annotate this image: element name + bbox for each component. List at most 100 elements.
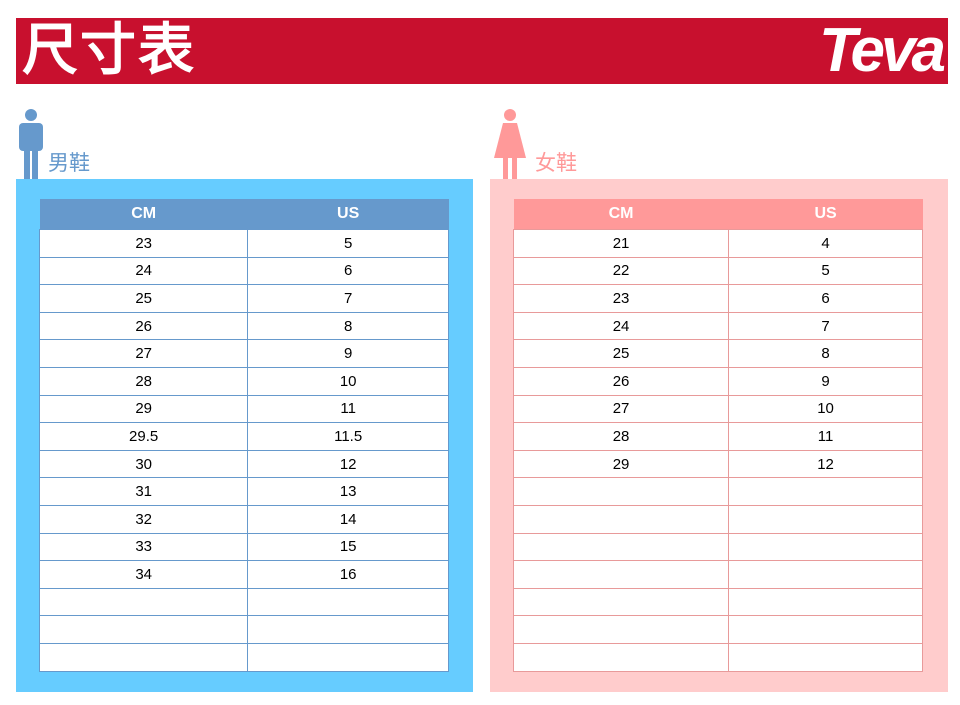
us-size-cell — [728, 532, 923, 562]
women-size-panel: CM US 21 4 22 5 23 6 24 7 25 8 26 9 27 10 28 11 29 12 — [490, 179, 948, 692]
cm-size-cell: 22 — [512, 256, 730, 286]
women-size-table: CM US 21 4 22 5 23 6 24 7 25 8 26 9 27 10 28 11 29 12 — [512, 199, 923, 672]
cm-size-cell — [512, 615, 730, 644]
table-row: 23 6 — [512, 284, 923, 313]
us-size-cell — [728, 587, 923, 617]
us-size-cell: 5 — [728, 256, 923, 286]
column-header-cm: CM — [39, 199, 248, 230]
us-size-cell — [247, 642, 449, 672]
column-header-us: US — [247, 199, 449, 230]
table-row — [512, 587, 923, 617]
table-row: 27 9 — [38, 339, 449, 368]
table-row — [38, 615, 449, 644]
cm-size-cell: 26 — [38, 311, 249, 341]
us-size-cell — [247, 587, 449, 617]
cm-size-cell: 29.5 — [38, 422, 249, 451]
us-size-cell — [728, 642, 923, 672]
table-row: 34 16 — [38, 560, 449, 589]
us-size-cell: 15 — [247, 532, 449, 562]
woman-icon — [494, 109, 526, 180]
men-size-table: CM US 23 5 24 6 25 7 26 8 27 9 28 10 29 11 29.5 11.5 30 12 3… — [38, 199, 449, 672]
us-size-cell: 9 — [247, 339, 449, 368]
table-row: 25 7 — [38, 284, 449, 313]
table-row: 27 10 — [512, 394, 923, 424]
cm-size-cell — [512, 642, 730, 672]
us-size-cell: 10 — [728, 394, 923, 424]
cm-size-cell: 26 — [512, 366, 730, 396]
table-row: 26 8 — [38, 311, 449, 341]
cm-size-cell: 28 — [38, 366, 249, 396]
cm-size-cell: 25 — [38, 284, 249, 313]
cm-size-cell: 29 — [38, 394, 249, 424]
us-size-cell: 11 — [728, 422, 923, 451]
cm-size-cell: 27 — [38, 339, 249, 368]
table-row: 31 13 — [38, 477, 449, 506]
table-row: 24 7 — [512, 311, 923, 341]
cm-size-cell: 32 — [38, 504, 249, 534]
cm-size-cell: 30 — [38, 449, 249, 479]
us-size-cell: 7 — [728, 311, 923, 341]
cm-size-cell: 21 — [512, 229, 730, 258]
table-row: 25 8 — [512, 339, 923, 368]
men-size-panel: CM US 23 5 24 6 25 7 26 8 27 9 28 10 29 11 29.5 11.5 30 12 3… — [16, 179, 473, 692]
us-size-cell: 6 — [728, 284, 923, 313]
table-row: 23 5 — [38, 229, 449, 258]
page-title: 尺寸表 — [22, 18, 196, 83]
cm-size-cell: 24 — [38, 256, 249, 286]
cm-size-cell — [512, 560, 730, 589]
column-header-cm: CM — [513, 199, 729, 230]
cm-size-cell: 23 — [38, 229, 249, 258]
us-size-cell: 5 — [247, 229, 449, 258]
table-row — [512, 477, 923, 506]
table-row: 32 14 — [38, 504, 449, 534]
us-size-cell — [728, 560, 923, 589]
cm-size-cell: 28 — [512, 422, 730, 451]
us-size-cell: 11.5 — [247, 422, 449, 451]
women-label: 女鞋 — [535, 151, 577, 175]
us-size-cell: 7 — [247, 284, 449, 313]
table-row — [512, 504, 923, 534]
table-row: 29.5 11.5 — [38, 422, 449, 451]
table-row — [38, 642, 449, 672]
column-header-us: US — [728, 199, 923, 230]
table-row: 28 10 — [38, 366, 449, 396]
us-size-cell: 8 — [247, 311, 449, 341]
table-row: 22 5 — [512, 256, 923, 286]
us-size-cell: 16 — [247, 560, 449, 589]
men-label: 男鞋 — [48, 151, 90, 175]
us-size-cell: 8 — [728, 339, 923, 368]
table-row: 29 11 — [38, 394, 449, 424]
cm-size-cell: 23 — [512, 284, 730, 313]
us-size-cell — [247, 615, 449, 644]
us-size-cell: 9 — [728, 366, 923, 396]
cm-size-cell: 34 — [38, 560, 249, 589]
us-size-cell — [728, 504, 923, 534]
us-size-cell: 11 — [247, 394, 449, 424]
us-size-cell: 12 — [728, 449, 923, 479]
table-row — [512, 615, 923, 644]
cm-size-cell — [512, 587, 730, 617]
table-row: 33 15 — [38, 532, 449, 562]
cm-size-cell: 31 — [38, 477, 249, 506]
cm-size-cell: 33 — [38, 532, 249, 562]
cm-size-cell — [512, 504, 730, 534]
cm-size-cell: 27 — [512, 394, 730, 424]
us-size-cell — [728, 477, 923, 506]
cm-size-cell — [38, 615, 249, 644]
table-row — [512, 532, 923, 562]
table-row — [38, 587, 449, 617]
cm-size-cell: 24 — [512, 311, 730, 341]
cm-size-cell — [38, 642, 249, 672]
header-row: CM US — [39, 199, 449, 230]
cm-size-cell — [512, 532, 730, 562]
cm-size-cell: 25 — [512, 339, 730, 368]
us-size-cell: 4 — [728, 229, 923, 258]
cm-size-cell — [38, 587, 249, 617]
man-icon — [19, 109, 43, 180]
table-row: 28 11 — [512, 422, 923, 451]
cm-size-cell: 29 — [512, 449, 730, 479]
us-size-cell: 14 — [247, 504, 449, 534]
us-size-cell: 13 — [247, 477, 449, 506]
table-row: 30 12 — [38, 449, 449, 479]
header-banner: 尺寸表 Teva — [16, 18, 948, 84]
